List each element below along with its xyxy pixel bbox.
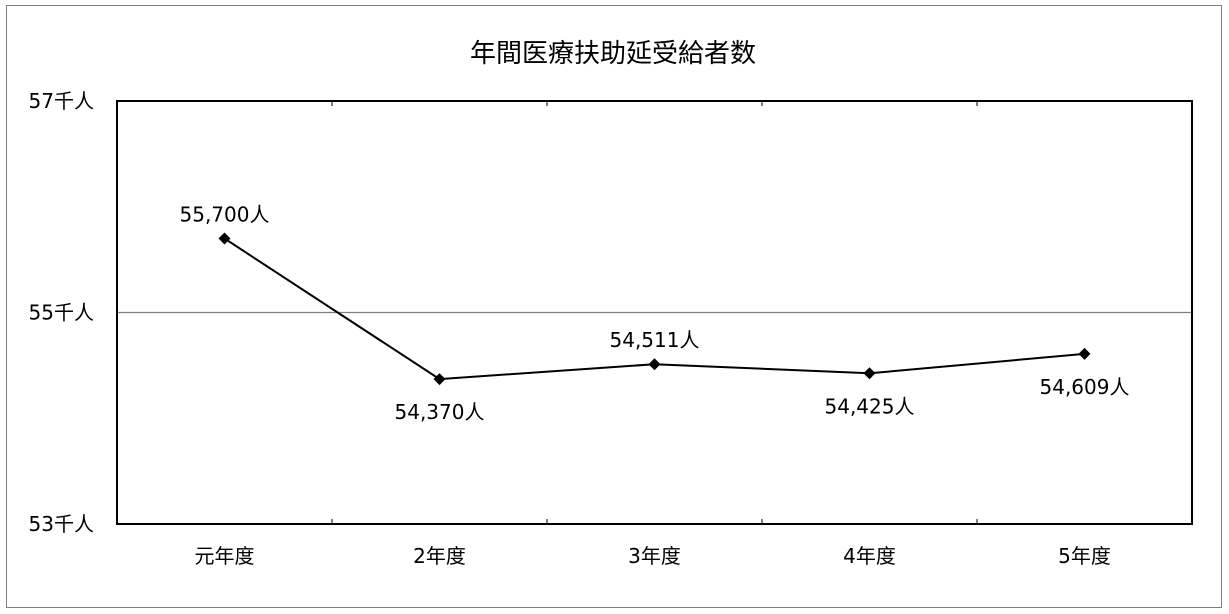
- series-line: [223, 237, 1085, 381]
- x-axis-labels: 元年度 2年度 3年度 4年度 5年度: [195, 544, 1111, 568]
- data-label: 54,370人: [395, 400, 485, 424]
- data-point-marker: [1078, 347, 1091, 360]
- x-tick-label: 4年度: [843, 544, 896, 568]
- y-tick-label: 57千人: [29, 89, 94, 113]
- plot-area: [116, 100, 1193, 525]
- data-point-marker: [648, 358, 661, 371]
- data-label: 54,511人: [610, 328, 700, 352]
- data-label: 54,609人: [1040, 375, 1130, 399]
- x-tick-label: 2年度: [413, 544, 466, 568]
- data-label: 55,700人: [180, 202, 270, 226]
- chart-title: 年間医療扶助延受給者数: [470, 39, 756, 69]
- data-labels: 55,700人 54,370人 54,511人 54,425人 54,609人: [180, 202, 1130, 424]
- x-tick-label: 5年度: [1058, 544, 1111, 568]
- series-line-group: [223, 237, 1085, 381]
- x-tick-marks: [331, 101, 978, 524]
- y-axis-labels: 57千人 55千人 53千人: [29, 89, 94, 536]
- y-tick-label: 55千人: [29, 301, 94, 325]
- y-tick-label: 53千人: [29, 512, 94, 536]
- data-point-marker: [863, 367, 876, 380]
- data-point-marker: [218, 232, 231, 245]
- data-point-marker: [433, 373, 446, 386]
- x-tick-label: 元年度: [195, 544, 255, 568]
- data-label: 54,425人: [825, 394, 915, 418]
- x-tick-label: 3年度: [628, 544, 681, 568]
- series-markers: [218, 232, 1091, 386]
- chart-frame: [6, 5, 1222, 608]
